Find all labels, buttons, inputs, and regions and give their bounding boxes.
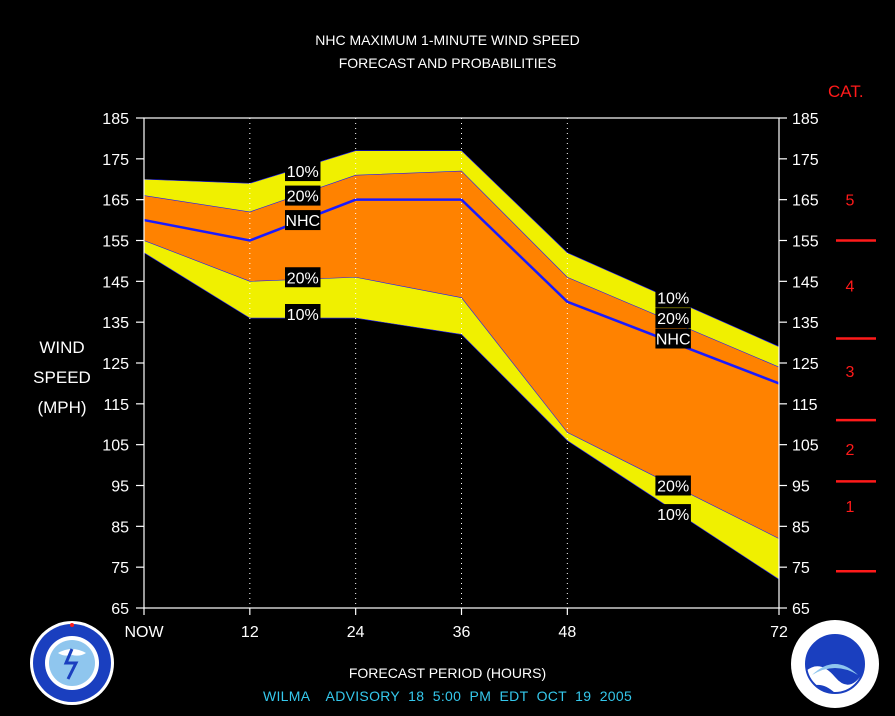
x-axis-title: FORECAST PERIOD (HOURS) [348, 665, 547, 681]
band-label-box [285, 161, 321, 182]
advisory-footer: WILMA ADVISORY 18 5:00 PM EDT OCT 19 200… [262, 688, 633, 704]
noaa-logo-icon [791, 620, 879, 708]
band-label: 20% [657, 311, 689, 328]
x-tick-label: 72 [770, 624, 788, 641]
category-scale-title: CAT. [828, 82, 864, 101]
band-label: 20% [287, 189, 319, 206]
nhc-forecast-line [143, 198, 780, 385]
x-tick-label: NOW [124, 624, 164, 641]
y-tick-label-left: 115 [103, 397, 129, 414]
y-tick-label-left: 95 [111, 479, 129, 496]
band-label: NHC [656, 332, 691, 349]
band-label-box [655, 308, 691, 329]
y-tick-label-left: 125 [102, 356, 129, 373]
y-tick-label-left: 155 [102, 234, 129, 251]
x-tick-label: 36 [453, 624, 471, 641]
category-label-1: 1 [846, 499, 855, 516]
y-axis-label-line-1: WIND [39, 338, 85, 357]
band-label: NHC [285, 213, 320, 230]
y-tick-label-left: 105 [102, 438, 129, 455]
y-tick-label-right: 85 [792, 519, 810, 536]
category-label-3: 3 [846, 364, 855, 381]
y-tick-label-left: 165 [102, 193, 129, 210]
y-tick-label-left: 75 [111, 560, 129, 577]
y-tick-label-right: 165 [792, 193, 819, 210]
y-tick-label-left: 65 [111, 601, 129, 618]
band-label: 20% [287, 270, 319, 287]
band-label: 20% [657, 479, 689, 496]
y-tick-label-right: 135 [792, 315, 819, 332]
y-axis-label-line-2: SPEED [33, 368, 91, 387]
chart-title-line-1: NHC MAXIMUM 1-MINUTE WIND SPEED [315, 32, 580, 48]
chart-title-line-2: FORECAST AND PROBABILITIES [338, 55, 557, 71]
band-label: 10% [657, 291, 689, 308]
band-label-box [285, 304, 321, 324]
y-tick-label-right: 125 [792, 356, 819, 373]
band-label-box [285, 267, 321, 288]
band-label: 10% [657, 507, 689, 524]
y-tick-label-left: 175 [102, 152, 129, 169]
x-tick-label: 12 [241, 624, 259, 641]
band-label: 10% [287, 164, 319, 181]
y-tick-label-right: 105 [792, 438, 819, 455]
lower-10-edge [143, 252, 780, 580]
band-label-box [655, 475, 691, 496]
y-tick-label-left: 185 [102, 111, 129, 128]
x-tick-label: 24 [347, 624, 365, 641]
y-tick-label-right: 155 [792, 234, 819, 251]
category-label-2: 2 [846, 442, 855, 459]
band-label-box [655, 287, 691, 308]
y-tick-label-right: 75 [792, 560, 810, 577]
band-label-box [655, 504, 691, 525]
y-tick-label-right: 65 [792, 601, 810, 618]
category-label-4: 4 [846, 278, 855, 295]
y-tick-label-right: 185 [792, 111, 819, 128]
upper-10-edge [143, 150, 780, 347]
y-tick-label-right: 115 [792, 397, 818, 414]
y-tick-label-right: 95 [792, 479, 810, 496]
category-label-5: 5 [846, 193, 855, 210]
y-axis-label-line-3: (MPH) [37, 398, 87, 417]
nws-logo-icon [30, 621, 114, 705]
band-label-box [285, 210, 321, 231]
y-tick-label-right: 175 [792, 152, 819, 169]
band-label: 10% [287, 307, 319, 324]
y-tick-label-right: 145 [792, 274, 819, 291]
band-label-box [285, 185, 321, 206]
y-tick-label-left: 85 [111, 519, 129, 536]
y-tick-label-left: 135 [102, 315, 129, 332]
band-label-box [655, 328, 691, 349]
y-tick-label-left: 145 [102, 274, 129, 291]
x-tick-label: 48 [558, 624, 576, 641]
